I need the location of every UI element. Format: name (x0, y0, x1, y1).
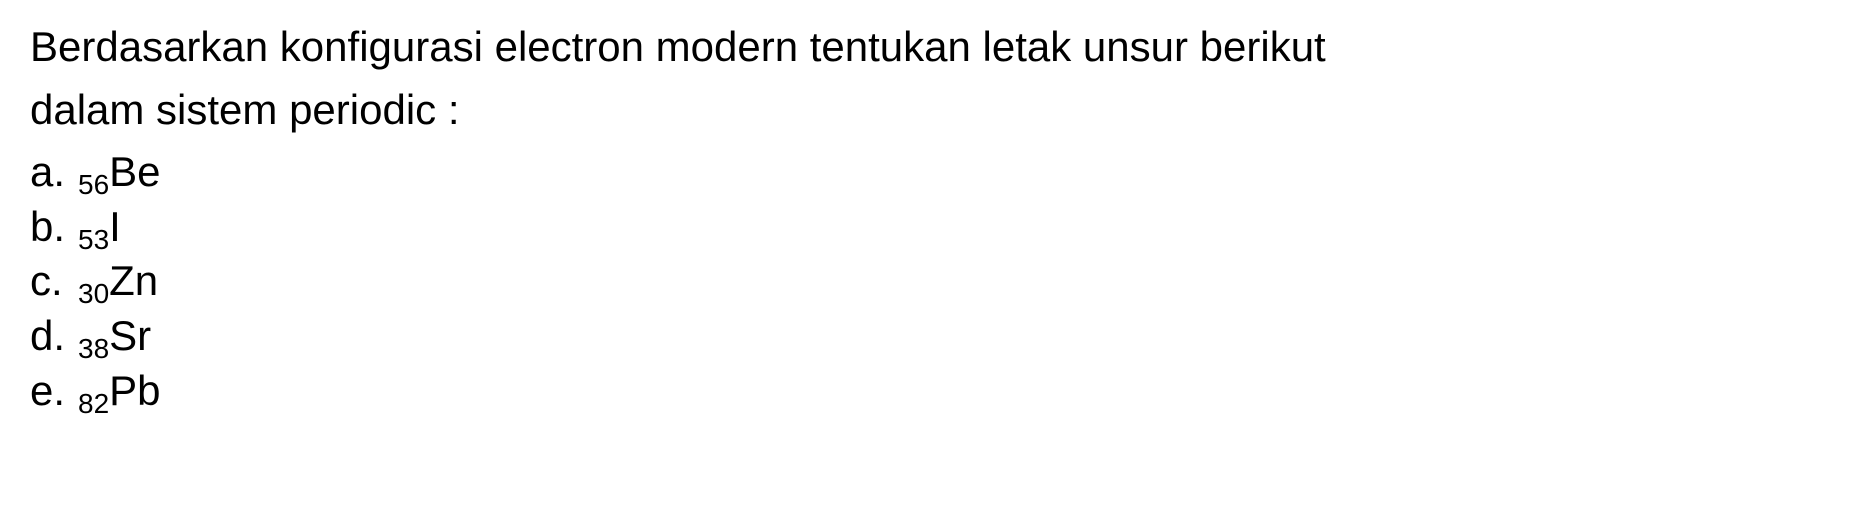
question-line-1: Berdasarkan konfigurasi electron modern … (30, 20, 1833, 75)
options-list: a. 56 Be b. 53 I c. 30 Zn d. 38 Sr e. 82… (30, 145, 1833, 418)
option-element: Be (109, 145, 160, 200)
option-c: c. 30 Zn (30, 254, 1833, 309)
option-subscript: 56 (78, 167, 109, 203)
option-element: Sr (109, 309, 151, 364)
option-a: a. 56 Be (30, 145, 1833, 200)
option-e: e. 82 Pb (30, 364, 1833, 419)
option-letter: e. (30, 364, 78, 419)
option-d: d. 38 Sr (30, 309, 1833, 364)
option-subscript: 82 (78, 386, 109, 422)
option-element: Zn (109, 254, 158, 309)
option-letter: a. (30, 145, 78, 200)
option-subscript: 53 (78, 222, 109, 258)
option-subscript: 38 (78, 331, 109, 367)
option-letter: c. (30, 254, 78, 309)
option-subscript: 30 (78, 276, 109, 312)
option-element: Pb (109, 364, 160, 419)
option-b: b. 53 I (30, 200, 1833, 255)
option-letter: d. (30, 309, 78, 364)
option-element: I (109, 200, 121, 255)
option-letter: b. (30, 200, 78, 255)
question-line-2: dalam sistem periodic : (30, 83, 1833, 138)
